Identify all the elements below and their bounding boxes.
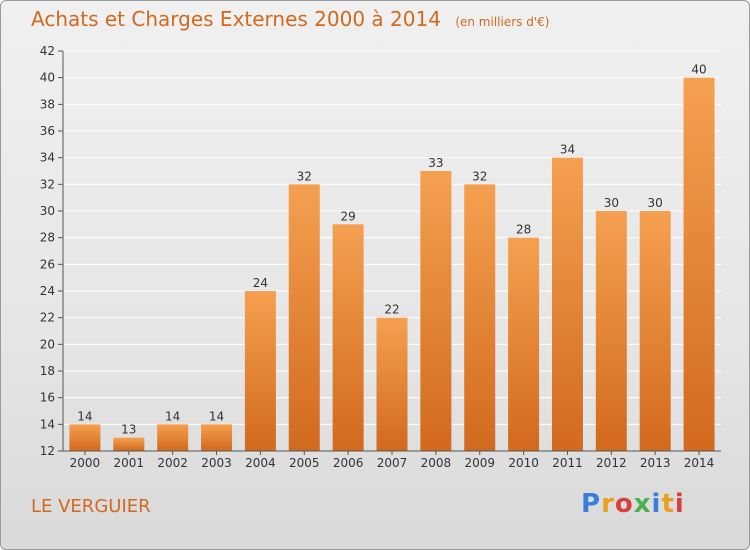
logo-letter: P [581,489,602,519]
y-tick-label: 34 [40,151,55,165]
y-tick-label: 40 [40,71,55,85]
bar-value-label: 33 [428,156,443,170]
chart-title-text: Achats et Charges Externes 2000 à 2014 [31,7,441,31]
bar-value-label: 28 [516,223,531,237]
bar-value-label: 24 [253,276,268,290]
bar-2012 [595,211,627,451]
bar-2010 [508,237,540,451]
bar-2007 [376,317,408,451]
x-tick-label: 2013 [640,456,671,470]
y-tick-label: 30 [40,204,55,218]
y-tick-label: 32 [40,177,55,191]
x-tick-label: 2014 [684,456,715,470]
proxiti-logo[interactable]: Proxiti [581,489,685,519]
x-tick-label: 2012 [596,456,627,470]
bar-value-label: 34 [560,143,575,157]
x-tick-label: 2010 [508,456,539,470]
x-tick-label: 2005 [289,456,320,470]
bar-2014 [683,77,715,452]
x-tick-label: 2009 [464,456,495,470]
x-tick-label: 2003 [201,456,232,470]
x-tick-label: 2011 [552,456,583,470]
bar-2001 [113,437,145,451]
y-tick-label: 12 [40,444,55,458]
y-tick-label: 28 [40,231,55,245]
bars: 14 13 14 14 24 32 29 22 33 32 28 34 30 30 40 [69,63,715,452]
bar-2004 [244,291,276,451]
x-tick-label: 2004 [245,456,276,470]
bar-value-label: 13 [121,423,136,437]
x-tick-label: 2000 [70,456,101,470]
y-tick-label: 20 [40,337,55,351]
bar-value-label: 29 [340,209,355,223]
logo-letter: i [674,489,685,519]
bar-value-label: 14 [209,409,224,423]
bar-2003 [201,424,233,451]
y-tick-label: 14 [40,417,55,431]
x-tick-label: 2002 [157,456,188,470]
bar-value-label: 40 [691,63,706,77]
logo-letter: i [651,489,662,519]
bar-2000 [69,424,101,451]
x-tick-label: 2008 [421,456,452,470]
bar-2009 [464,184,496,452]
y-tick-label: 36 [40,124,55,138]
y-tick-label: 18 [40,364,55,378]
bar-value-label: 22 [384,303,399,317]
y-tick-label: 22 [40,311,55,325]
logo-letter: r [601,489,615,519]
chart-title: Achats et Charges Externes 2000 à 2014 (… [31,7,549,31]
bar-value-label: 32 [472,169,487,183]
x-tick-label: 2007 [377,456,408,470]
bar-2008 [420,171,452,451]
logo-letter: o [614,489,634,519]
logo-letter: t [661,489,675,519]
y-tick-label: 16 [40,391,55,405]
place-name: LE VERGUIER [31,496,151,517]
bar-2002 [157,424,189,451]
bar-2013 [639,211,671,451]
bar-value-label: 14 [77,409,92,423]
x-tick-label: 2001 [114,456,145,470]
x-tick-label: 2006 [333,456,364,470]
y-tick-label: 38 [40,97,55,111]
bar-2005 [288,184,320,452]
y-tick-label: 42 [40,44,55,58]
bar-value-label: 14 [165,409,180,423]
bar-value-label: 32 [297,169,312,183]
bar-2011 [551,157,583,451]
y-tick-label: 24 [40,284,55,298]
bar-value-label: 30 [604,196,619,210]
logo-letter: x [633,489,652,519]
bar-2006 [332,224,364,451]
y-tick-label: 26 [40,257,55,271]
axes: 12 14 16 18 20 22 24 26 28 30 32 34 36 38 40 42 2000 2001… [40,44,721,470]
bar-value-label: 30 [648,196,663,210]
chart-unit: (en milliers d'€) [455,15,550,29]
